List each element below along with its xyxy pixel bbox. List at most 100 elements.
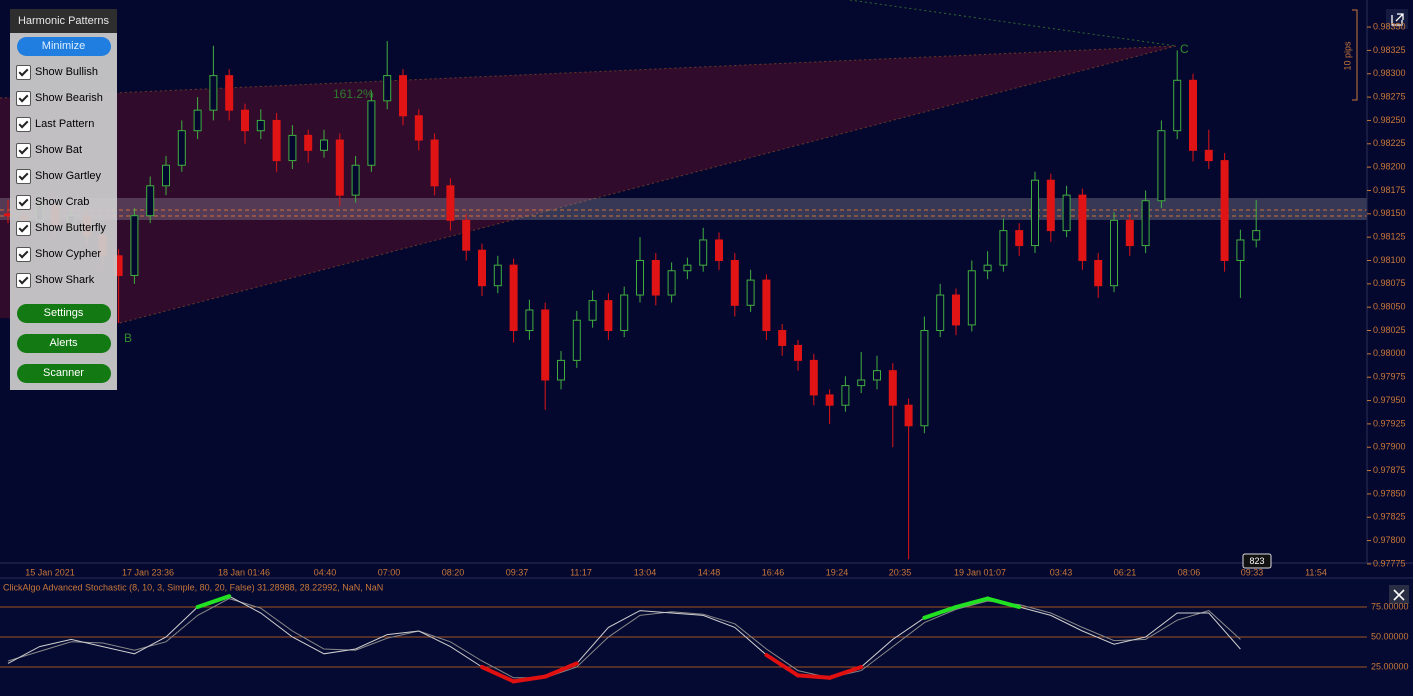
y-tick-label: 0.98125 [1373,232,1406,242]
option-label[interactable]: Show Cypher [35,248,102,260]
y-tick-label: 0.97775 [1373,558,1406,568]
option-row[interactable]: Show Cypher [10,241,117,267]
y-tick-label: 0.98225 [1373,138,1406,148]
y-tick-label: 0.98275 [1373,91,1406,101]
checkbox[interactable] [16,142,31,158]
candle-body [383,75,392,102]
popout-icon[interactable] [1391,13,1404,26]
candle-body [762,279,771,332]
candle-body [873,370,881,381]
candle-body [857,379,866,387]
candle-body [809,359,818,396]
candle-body [1141,200,1150,247]
option-label[interactable]: Last Pattern [35,118,95,130]
x-tick-label: 11:54 [1305,567,1327,577]
checkbox[interactable] [16,272,31,288]
candle-body [304,134,313,151]
candle-body [414,115,423,141]
option-row[interactable]: Show Bat [10,137,117,163]
y-tick-label: 0.98350 [1373,21,1406,31]
x-tick-label: 03:43 [1050,567,1073,577]
candle-body [335,139,344,196]
candle-body [430,139,439,187]
candle-body [177,130,186,166]
signal-segment [922,604,958,620]
option-label[interactable]: Show Shark [35,274,95,286]
signal-segment [480,664,516,684]
candle-body [446,185,455,221]
checkbox[interactable] [16,116,31,132]
candle-body [1015,230,1024,247]
candle-body [351,164,360,196]
close-icon[interactable] [1393,589,1405,601]
option-row[interactable]: Show Bearish [10,85,117,111]
panel-button[interactable]: Scanner [16,364,111,383]
candle-body [936,294,945,332]
y-tick-label: 0.97925 [1373,418,1406,428]
checkbox[interactable] [16,220,31,236]
candle-body [241,109,249,132]
option-row[interactable]: Last Pattern [10,111,117,137]
option-row[interactable]: Show Shark [10,267,117,293]
option-row[interactable]: Show Butterfly [10,215,117,241]
x-tick-label: 15 Jan 2021 [25,567,75,577]
y-tick-label: 0.97975 [1373,372,1406,382]
point-label: C [1180,42,1189,56]
y-tick-label: 0.97850 [1373,488,1406,498]
checkbox[interactable] [16,246,31,262]
option-label[interactable]: Show Bat [35,144,83,156]
candle-body [1094,259,1103,287]
candle-body [778,330,787,346]
option-label[interactable]: Show Crab [35,196,90,208]
candle-body [1252,230,1261,241]
candle-body [572,319,581,361]
candle-body [967,270,976,326]
bar-count-box [1242,553,1272,569]
x-tick-label: 09:33 [1241,567,1264,577]
option-label[interactable]: Show Gartley [35,170,102,182]
option-row[interactable]: Show Gartley [10,163,117,189]
y-tick-label: 0.98150 [1373,208,1406,218]
option-row[interactable]: Show Bullish [10,59,117,85]
candle-body [541,309,550,381]
y-tick-label: 0.98050 [1373,302,1406,312]
y-tick-label: 0.98100 [1373,255,1406,265]
pattern-edge [849,0,1177,47]
signal-segment [827,664,864,680]
x-tick-label: 19:24 [826,567,849,577]
signal-segment [796,673,832,680]
candle-body [1078,194,1087,261]
checkbox[interactable] [16,64,31,80]
close-indicator[interactable] [1389,585,1409,604]
candle-body [525,309,534,332]
indicator-title: ClickAlgo Advanced Stochastic (8, 10, 3,… [3,582,383,592]
candle-body [1173,79,1182,132]
signal-segment [985,596,1022,609]
pattern-edge [0,45,1177,99]
checkbox[interactable] [16,194,31,210]
stochastic-line [7,598,1241,679]
candle-body [1220,160,1229,261]
option-row[interactable]: Show Crab [10,189,117,215]
candle-body [493,264,502,287]
panel-button[interactable]: Settings [16,304,111,323]
option-label[interactable]: Show Bullish [35,66,98,78]
checkbox[interactable] [16,168,31,184]
option-label[interactable]: Show Butterfly [35,222,106,234]
candle-body [225,75,234,111]
candle-body [193,109,202,132]
checkbox[interactable] [16,90,31,106]
y-tick-label: 0.98325 [1373,45,1406,55]
range-bracket [1352,9,1358,101]
candle-body [162,164,170,187]
y-tick-label: 0.98075 [1373,278,1406,288]
candle-body [1062,194,1071,232]
option-label[interactable]: Show Bearish [35,92,103,104]
minimize-button[interactable]: Minimize [16,37,111,56]
candle-body [920,330,929,427]
harmonic-panel: Harmonic Patterns Minimize Show Bullish S… [10,9,117,390]
panel-button[interactable]: Alerts [16,334,111,353]
y-tick-label: 50.00000 [1371,631,1409,641]
popout-button[interactable] [1386,9,1408,29]
